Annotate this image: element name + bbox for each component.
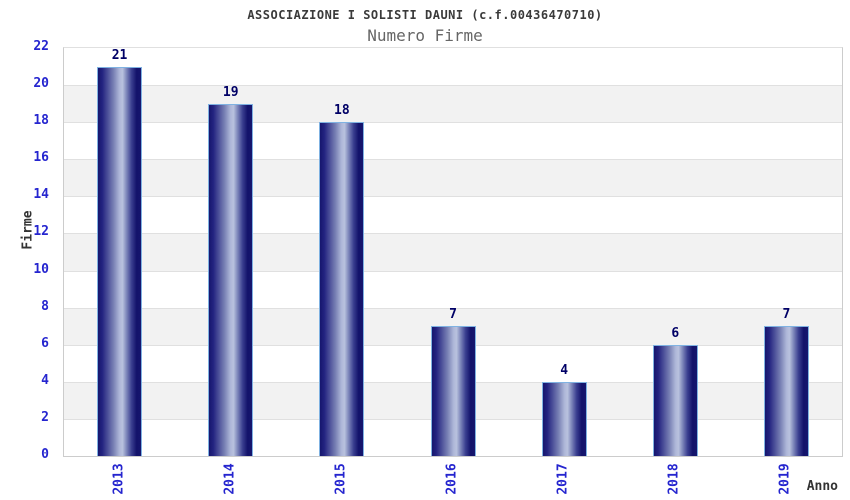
bar-2019: [763, 326, 809, 456]
y-tick-label: 10: [33, 261, 49, 277]
x-axis-tick-labels: 2013 2014 2015 2016 2017 2018 2019: [63, 455, 841, 500]
x-tick-label: 2019: [777, 463, 793, 495]
plot-band: [64, 271, 842, 308]
bar-2018: [652, 344, 698, 456]
bar-value-label: 18: [334, 103, 350, 119]
plot-area: 21 19 18 7 4 6 7: [63, 47, 843, 457]
bar-value-label: 19: [222, 84, 239, 100]
y-tick-label: 20: [33, 76, 49, 92]
y-axis-title: Firme: [20, 210, 36, 250]
x-tick-label: 2016: [444, 463, 460, 495]
x-tick-label: 2015: [333, 463, 349, 495]
bar-2016: [430, 326, 476, 456]
gridline: [64, 85, 842, 87]
gridline: [64, 233, 842, 235]
y-tick-label: 8: [41, 298, 49, 314]
bar-value-label: 7: [782, 307, 791, 323]
y-tick-label: 12: [33, 224, 49, 240]
x-tick-label: 2014: [222, 463, 238, 495]
bar-value-label: 6: [671, 325, 680, 341]
bar-2014: [208, 103, 254, 456]
plot-band: [64, 196, 842, 233]
plot-band: [64, 85, 842, 123]
x-axis-title: Anno: [806, 479, 838, 494]
bar-2013: [97, 66, 143, 456]
y-tick-label: 6: [41, 335, 49, 351]
gridline: [64, 270, 842, 272]
y-tick-label: 0: [41, 447, 49, 462]
bar-value-label: 7: [449, 307, 457, 323]
bar-value-label: 4: [560, 362, 569, 378]
y-tick-label: 4: [41, 372, 49, 388]
chart-subtitle: Numero Firme: [367, 26, 483, 45]
plot-band: [64, 48, 842, 85]
x-tick-label: 2018: [666, 463, 682, 495]
bar-value-label: 21: [111, 47, 128, 63]
y-tick-label: 2: [41, 409, 49, 425]
x-tick-label: 2013: [111, 463, 127, 495]
y-tick-label: 16: [33, 150, 49, 166]
gridline: [64, 159, 842, 161]
gridline: [64, 196, 842, 198]
gridline: [64, 307, 842, 309]
plot-band: [64, 159, 842, 197]
y-tick-label: 14: [33, 187, 49, 203]
x-tick-label: 2017: [555, 463, 571, 495]
bar-2017: [541, 381, 587, 456]
gridline: [64, 122, 842, 124]
chart-title: ASSOCIAZIONE I SOLISTI DAUNI (c.f.004364…: [247, 8, 603, 22]
y-tick-label: 18: [33, 113, 49, 129]
bar-2015: [319, 122, 365, 456]
plot-band: [64, 122, 842, 159]
plot-band: [64, 233, 842, 271]
y-tick-label: 22: [33, 39, 49, 54]
y-axis-tick-labels: 0 2 4 6 8 10 12 14 16 18 20 22: [0, 39, 49, 462]
